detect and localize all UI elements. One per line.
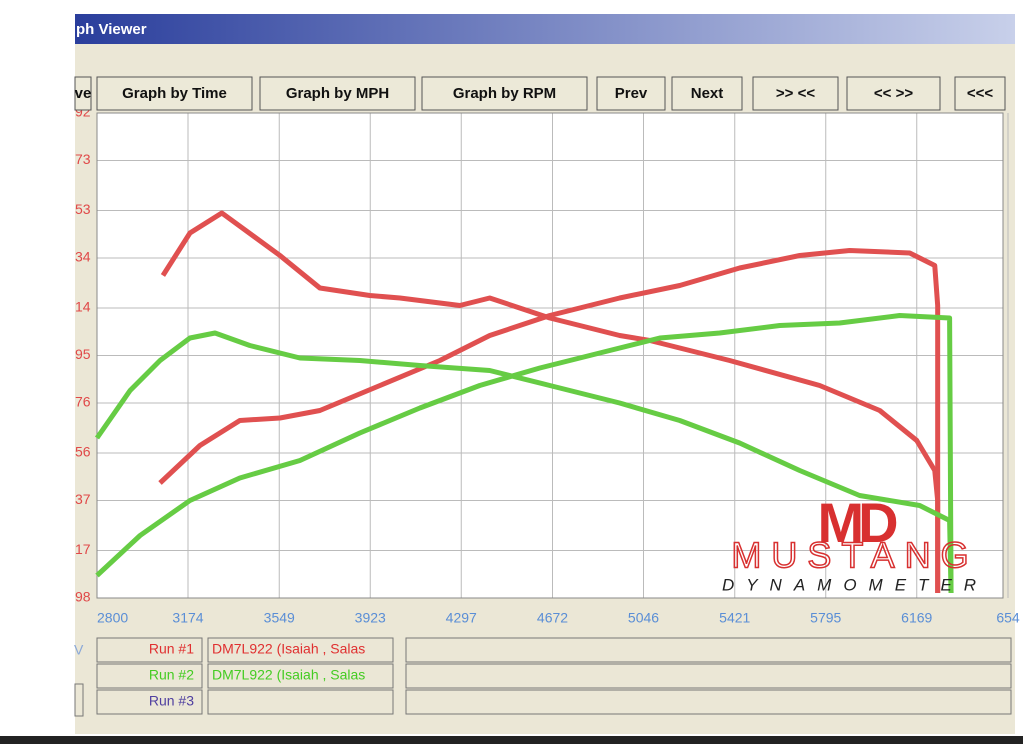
x-tick-label: 5795 bbox=[810, 610, 841, 626]
desc-cell bbox=[207, 663, 394, 689]
dyno-curve bbox=[95, 313, 954, 594]
run-label: Run #2 bbox=[149, 667, 194, 683]
button[interactable] bbox=[752, 76, 839, 111]
button-label[interactable]: >> << bbox=[776, 85, 815, 102]
x-tick-label: 654 bbox=[996, 610, 1020, 626]
button-label[interactable]: ve bbox=[75, 85, 92, 102]
button[interactable] bbox=[259, 76, 416, 111]
button[interactable] bbox=[421, 76, 588, 111]
y-tick-label: 95 bbox=[75, 346, 91, 362]
run-desc: DM7L922 (Isaiah , Salas bbox=[212, 641, 365, 657]
x-tick-label: 3923 bbox=[355, 610, 386, 626]
y-tick-label: 98 bbox=[75, 589, 91, 605]
y-tick-label: 76 bbox=[75, 394, 91, 410]
y-tick-label: 34 bbox=[75, 249, 91, 265]
x-tick-label: 3174 bbox=[172, 610, 203, 626]
x-tick-label: 6169 bbox=[901, 610, 932, 626]
wide-cell bbox=[405, 637, 1012, 663]
y-tick-label: 14 bbox=[75, 299, 91, 315]
y-tick-label: 37 bbox=[75, 491, 91, 507]
bottom-bar bbox=[0, 736, 1023, 744]
run-desc: DM7L922 (Isaiah , Salas bbox=[212, 667, 365, 683]
desc-cell bbox=[207, 689, 394, 715]
button[interactable] bbox=[596, 76, 666, 111]
button[interactable] bbox=[954, 76, 1006, 111]
x-tick-label: 5421 bbox=[719, 610, 750, 626]
button-label[interactable]: Prev bbox=[615, 85, 648, 102]
x-tick-label: 5046 bbox=[628, 610, 659, 626]
dyno-curve bbox=[94, 330, 954, 594]
plot-border bbox=[96, 112, 1004, 599]
button[interactable] bbox=[96, 76, 253, 111]
button[interactable] bbox=[671, 76, 743, 111]
logo-sub: DYNAMOMETER bbox=[722, 575, 988, 594]
button-label[interactable]: Graph by MPH bbox=[286, 85, 389, 102]
run-cell bbox=[96, 689, 203, 715]
x-tick-label: 2800 bbox=[97, 610, 128, 626]
button-label[interactable]: Graph by Time bbox=[122, 85, 227, 102]
wide-cell bbox=[405, 689, 1012, 715]
run-cell bbox=[96, 637, 203, 663]
button[interactable] bbox=[846, 76, 941, 111]
run-label: Run #1 bbox=[149, 641, 194, 657]
x-tick-label: 3549 bbox=[264, 610, 295, 626]
button-label[interactable]: Next bbox=[691, 85, 724, 102]
y-tick-label: 53 bbox=[75, 201, 91, 217]
cropped-label: V bbox=[74, 642, 84, 658]
cell bbox=[74, 683, 84, 717]
button[interactable] bbox=[74, 76, 92, 111]
title-bar bbox=[75, 14, 1015, 44]
button-label[interactable]: Graph by RPM bbox=[453, 85, 556, 102]
y-tick-label: 56 bbox=[75, 444, 91, 460]
desc-cell bbox=[207, 637, 394, 663]
y-tick-label: 73 bbox=[75, 151, 91, 167]
logo-mark: MD bbox=[817, 491, 897, 554]
y-tick-label: 17 bbox=[75, 541, 91, 557]
button-label[interactable]: <<< bbox=[967, 85, 994, 102]
dyno-curve bbox=[158, 248, 941, 593]
x-tick-label: 4297 bbox=[446, 610, 477, 626]
wide-cell bbox=[405, 663, 1012, 689]
window-title: ph Viewer bbox=[76, 21, 147, 38]
run-label: Run #3 bbox=[149, 693, 194, 709]
x-tick-label: 4672 bbox=[537, 610, 568, 626]
button-label[interactable]: << >> bbox=[874, 85, 913, 102]
logo-name: MUSTANG bbox=[731, 535, 978, 576]
run-cell bbox=[96, 663, 203, 689]
